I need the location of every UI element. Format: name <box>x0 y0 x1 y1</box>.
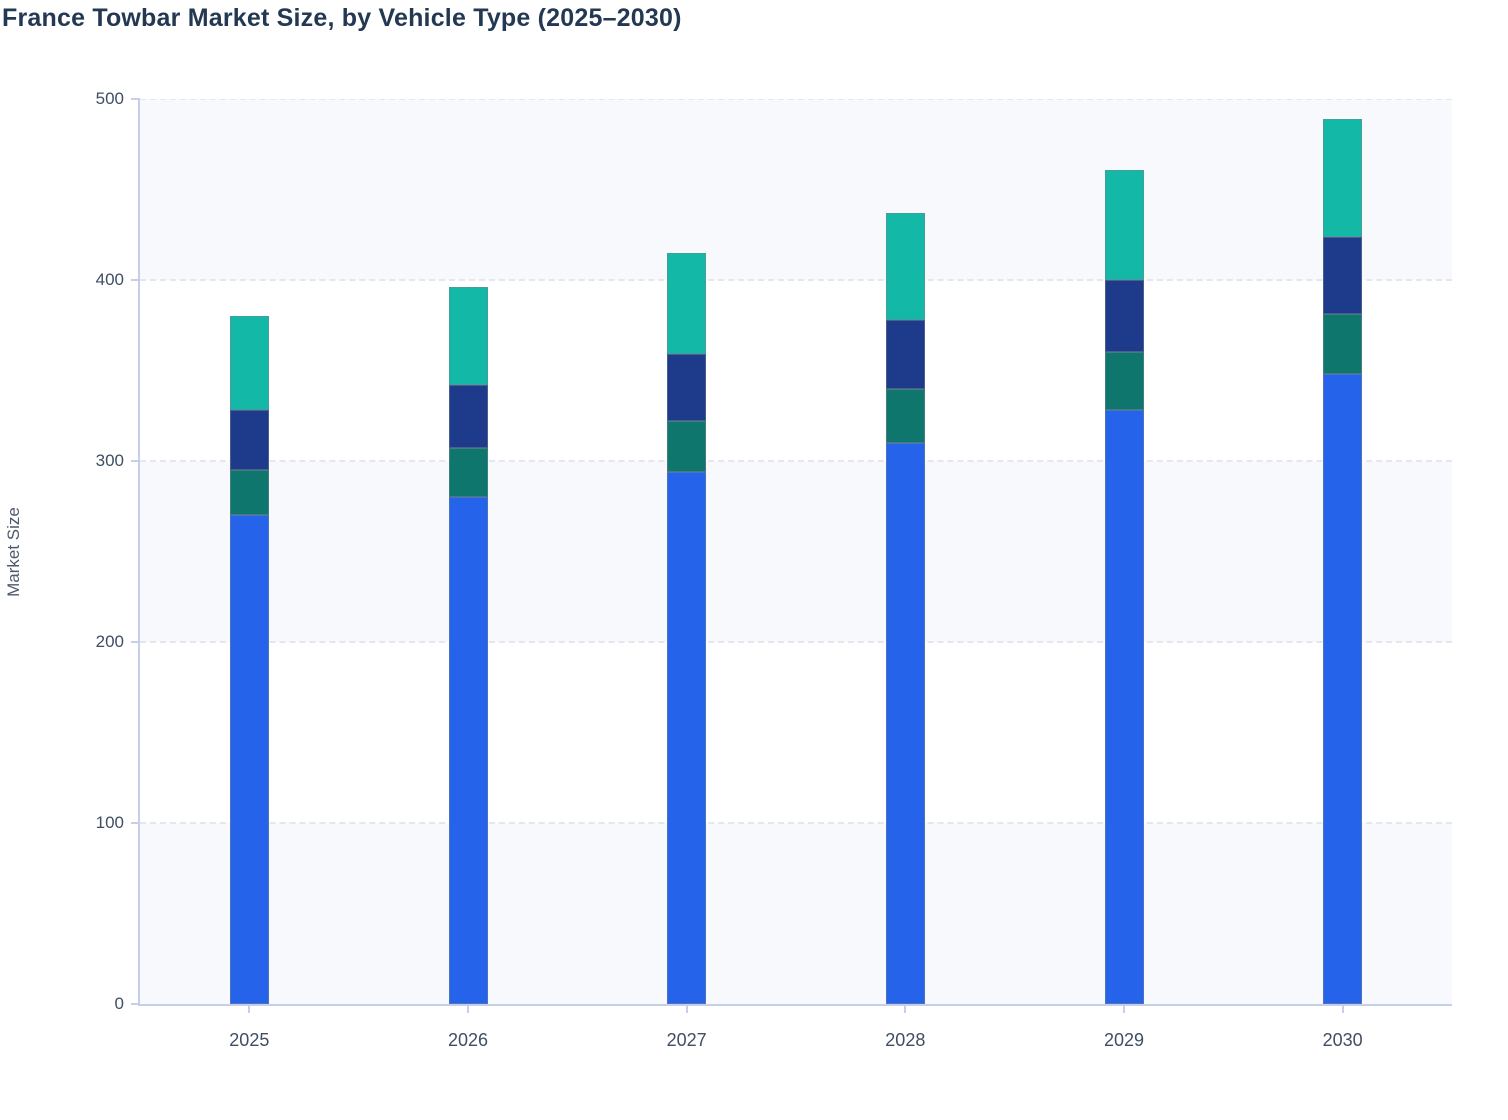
bar-segment-2029-s4 <box>1104 169 1144 281</box>
gridline-200 <box>140 641 1452 643</box>
bar-segment-2026-s2 <box>448 448 488 498</box>
bar-segment-2028-s1 <box>885 442 925 1004</box>
y-axis-line <box>138 99 140 1004</box>
y-tick-mark-100 <box>131 822 140 824</box>
bar-segment-2027-s1 <box>667 471 707 1004</box>
bar-2028 <box>885 213 925 1004</box>
x-tick-label-2027: 2027 <box>666 1030 707 1050</box>
x-tick-label-2030: 2030 <box>1322 1030 1363 1050</box>
y-tick-label-300: 300 <box>95 451 124 470</box>
bar-segment-2025-s4 <box>229 316 269 411</box>
plot-band <box>140 461 1452 642</box>
bar-segment-2027-s3 <box>667 354 707 422</box>
bar-segment-2030-s1 <box>1323 374 1363 1004</box>
gridline-300 <box>140 460 1452 462</box>
y-axis-title: Market Size <box>4 507 23 597</box>
bar-segment-2029-s3 <box>1104 280 1144 353</box>
y-tick-mark-0 <box>131 1003 140 1005</box>
bar-segment-2026-s4 <box>448 287 488 385</box>
bar-segment-2028-s4 <box>885 213 925 320</box>
y-tick-label-400: 400 <box>95 270 124 289</box>
bar-segment-2028-s3 <box>885 319 925 389</box>
gridline-400 <box>140 279 1452 281</box>
y-tick-label-500: 500 <box>95 89 124 108</box>
chart-title: France Towbar Market Size, by Vehicle Ty… <box>2 4 682 32</box>
bar-segment-2025-s3 <box>229 410 269 471</box>
bar-segment-2025-s2 <box>229 470 269 516</box>
bar-2029 <box>1104 169 1144 1004</box>
gridline-100 <box>140 822 1452 824</box>
plot-area <box>140 99 1452 1004</box>
y-tick-mark-400 <box>131 279 140 281</box>
x-tick-mark-2027 <box>685 1004 688 1013</box>
bar-segment-2029-s1 <box>1104 410 1144 1004</box>
bar-segment-2028-s2 <box>885 388 925 443</box>
x-tick-mark-2028 <box>904 1004 907 1013</box>
bar-segment-2029-s2 <box>1104 352 1144 411</box>
plot-band <box>140 823 1452 1004</box>
x-tick-mark-2026 <box>467 1004 469 1013</box>
x-axis-line <box>138 1004 1452 1006</box>
bar-2026 <box>448 287 488 1004</box>
bar-2030 <box>1323 118 1363 1004</box>
gridline-500 <box>140 99 1452 100</box>
x-tick-label-2029: 2029 <box>1103 1030 1145 1050</box>
x-tick-label-2026: 2026 <box>447 1030 489 1050</box>
bar-segment-2026-s3 <box>448 385 488 449</box>
bar-segment-2026-s1 <box>448 497 488 1004</box>
y-tick-mark-200 <box>131 641 140 643</box>
bar-2025 <box>229 316 269 1004</box>
bar-segment-2030-s2 <box>1323 314 1363 375</box>
bar-segment-2025-s1 <box>229 515 269 1004</box>
bar-segment-2030-s3 <box>1323 236 1363 315</box>
x-tick-label-2028: 2028 <box>885 1030 926 1050</box>
y-tick-mark-500 <box>131 98 140 100</box>
x-tick-mark-2025 <box>248 1004 251 1013</box>
y-tick-label-0: 0 <box>114 994 124 1013</box>
y-tick-label-100: 100 <box>95 813 124 832</box>
x-tick-label-2025: 2025 <box>229 1030 270 1050</box>
bar-segment-2030-s4 <box>1323 118 1363 237</box>
plot-band <box>140 99 1452 280</box>
bar-segment-2027-s4 <box>667 252 707 355</box>
bar-segment-2027-s2 <box>667 421 707 472</box>
bar-2027 <box>667 252 707 1004</box>
x-tick-mark-2030 <box>1341 1004 1344 1013</box>
y-tick-label-200: 200 <box>95 632 124 651</box>
y-tick-mark-300 <box>131 460 140 462</box>
x-tick-mark-2029 <box>1123 1004 1125 1013</box>
